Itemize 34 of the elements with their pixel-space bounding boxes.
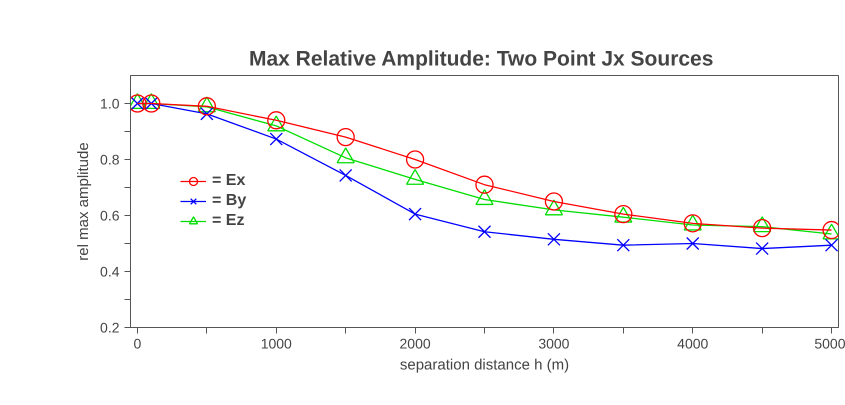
legend-label: = Ex	[212, 172, 246, 190]
point	[544, 192, 564, 211]
x-axis-title: separation distance h (m)	[400, 356, 570, 374]
x-tick-label: 4000	[677, 336, 709, 352]
x-tick-label: 2000	[400, 336, 431, 352]
y-tick-label: 0.8	[100, 152, 120, 168]
point	[755, 242, 769, 256]
point	[752, 218, 772, 238]
point	[336, 128, 355, 146]
y-tick-label: 0.4	[100, 264, 120, 280]
y-tick-label: 1.0	[100, 96, 120, 112]
point	[408, 207, 422, 221]
point	[339, 168, 352, 182]
point	[475, 176, 494, 194]
point	[478, 225, 492, 238]
point	[686, 236, 700, 250]
x-tick-label: 0	[134, 336, 142, 352]
x-tick-label: 1000	[260, 336, 292, 352]
y-tick-label: 0.2	[100, 320, 120, 336]
x-tick-label: 5000	[814, 336, 845, 352]
point	[406, 150, 424, 169]
point	[200, 107, 214, 121]
point	[267, 111, 286, 130]
point	[270, 132, 283, 146]
legend-label: = By	[212, 192, 246, 210]
point	[198, 97, 216, 116]
point	[547, 232, 561, 246]
chart-title: Max Relative Amplitude: Two Point Jx Sources	[248, 48, 714, 70]
point	[824, 238, 838, 252]
y-axis-title: rel max amplitude	[75, 142, 92, 261]
point	[616, 238, 630, 252]
y-tick-label: 0.6	[100, 208, 120, 224]
legend-label: = Ez	[212, 212, 244, 230]
x-tick-label: 3000	[538, 336, 570, 352]
